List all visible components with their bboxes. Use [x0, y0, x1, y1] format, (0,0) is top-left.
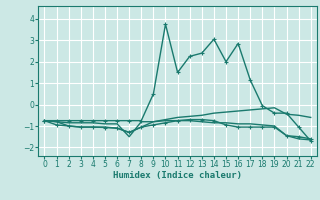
X-axis label: Humidex (Indice chaleur): Humidex (Indice chaleur) — [113, 171, 242, 180]
